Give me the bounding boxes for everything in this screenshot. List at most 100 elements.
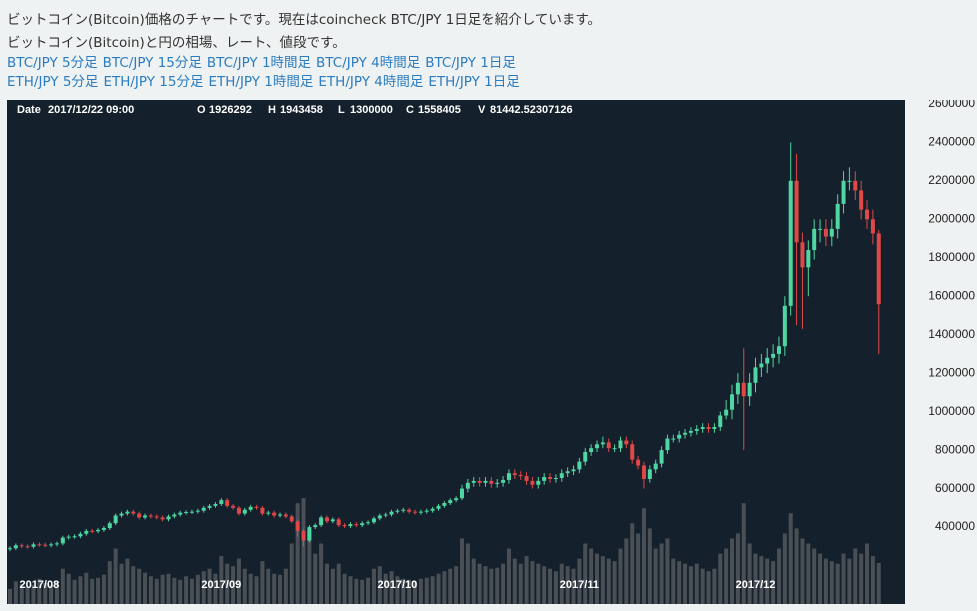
- volume-bar: [876, 562, 881, 604]
- volume-bar: [366, 577, 371, 604]
- volume-bar: [759, 556, 764, 604]
- volume-bar: [101, 574, 106, 604]
- volume-bar: [706, 571, 711, 604]
- chart-link[interactable]: BTC/JPY 15分足: [102, 55, 202, 71]
- candle-body: [865, 209, 870, 220]
- volume-bar: [730, 538, 735, 604]
- candle-body: [448, 500, 453, 504]
- candle-body: [454, 498, 459, 501]
- chart-link[interactable]: ETH/JPY 1時間足: [208, 74, 314, 90]
- info-label: Date: [17, 104, 41, 116]
- info-value: 1926292: [209, 104, 252, 116]
- y-tick-label: 600000: [935, 481, 975, 495]
- candle-body: [812, 228, 817, 251]
- volume-bar: [90, 578, 95, 604]
- candle-body: [66, 536, 71, 538]
- chart-link[interactable]: BTC/JPY 4時間足: [316, 55, 421, 71]
- candle-body: [313, 525, 318, 528]
- info-value: 81442.52307126: [490, 104, 573, 116]
- candle-body: [782, 305, 787, 347]
- candle-body: [688, 430, 693, 433]
- chart-link[interactable]: BTC/JPY 1時間足: [206, 55, 312, 71]
- candle-body: [712, 427, 717, 429]
- volume-bar: [542, 566, 547, 604]
- volume-bar: [342, 573, 347, 604]
- candle-body: [184, 512, 189, 514]
- candle-body: [283, 514, 288, 517]
- candle-body: [289, 516, 294, 522]
- intro-line: ビットコイン(Bitcoin)価格のチャートです。現在はcoincheck BT…: [7, 12, 602, 28]
- candle-body: [659, 450, 664, 464]
- volume-bar: [788, 513, 793, 604]
- volume-bar: [113, 548, 118, 604]
- info-value: 1300000: [350, 104, 393, 116]
- candle-body: [876, 233, 881, 305]
- volume-bar: [248, 573, 253, 604]
- candle-body: [765, 357, 770, 364]
- chart-link[interactable]: ETH/JPY 4時間足: [318, 74, 424, 90]
- volume-bar: [324, 563, 329, 604]
- volume-bar: [618, 548, 623, 604]
- candle-body: [694, 428, 699, 431]
- chart-link[interactable]: BTC/JPY 5分足: [7, 55, 98, 71]
- volume-bar: [454, 566, 459, 604]
- candle-body: [231, 505, 236, 508]
- volume-bar: [477, 563, 482, 604]
- chart-link[interactable]: ETH/JPY 1日足: [428, 74, 520, 90]
- volume-bar: [283, 568, 288, 604]
- volume-bar: [84, 572, 89, 604]
- volume-bar: [812, 548, 817, 604]
- info-label: C: [406, 104, 414, 116]
- chart-link[interactable]: BTC/JPY 1日足: [425, 55, 516, 71]
- volume-bar: [624, 538, 629, 604]
- candle-body: [459, 488, 464, 499]
- chart-link[interactable]: ETH/JPY 5分足: [7, 74, 99, 90]
- candle-body: [266, 512, 271, 514]
- volume-bar: [571, 568, 576, 604]
- candle-body: [407, 509, 412, 512]
- candle-body: [301, 530, 306, 541]
- volume-bar: [865, 543, 870, 604]
- candle-body: [248, 506, 253, 510]
- candle-body: [295, 521, 300, 531]
- candle-body: [536, 480, 541, 485]
- volume-bar: [683, 563, 688, 604]
- volume-bar: [401, 578, 406, 604]
- candle-body: [236, 507, 241, 514]
- volume-bar: [131, 566, 136, 604]
- candle-body: [172, 514, 177, 517]
- x-tick-label: 2017/09: [201, 579, 241, 591]
- candle-body: [348, 524, 353, 527]
- candle-body: [771, 353, 776, 358]
- volume-bar: [548, 568, 553, 604]
- chart-link[interactable]: ETH/JPY 15分足: [103, 74, 204, 90]
- candle-body: [430, 508, 435, 511]
- candle-body: [143, 515, 148, 518]
- y-tick-label: 2000000: [928, 211, 975, 225]
- candle-body: [870, 219, 875, 234]
- volume-bar: [19, 583, 24, 604]
- volume-bar: [219, 556, 224, 604]
- candle-body: [60, 537, 65, 544]
- candle-body: [741, 382, 746, 397]
- candle-body: [43, 544, 48, 546]
- candle-body: [113, 515, 118, 524]
- candle-body: [160, 517, 165, 520]
- volume-bar: [154, 578, 159, 604]
- volume-bar: [442, 571, 447, 604]
- volume-bar: [524, 556, 529, 604]
- candle-body: [148, 515, 153, 517]
- volume-bar: [735, 533, 740, 604]
- candle-body: [859, 190, 864, 210]
- candle-body: [759, 363, 764, 368]
- volume-bar: [771, 561, 776, 604]
- candle-body: [225, 500, 230, 506]
- candle-body: [665, 438, 670, 451]
- x-tick-label: 2017/11: [560, 579, 599, 591]
- candle-body: [260, 507, 265, 514]
- volume-bar: [37, 578, 42, 604]
- volume-bar: [166, 573, 171, 604]
- candle-body: [683, 432, 688, 435]
- volume-bar: [119, 563, 124, 604]
- volume-bar: [806, 543, 811, 604]
